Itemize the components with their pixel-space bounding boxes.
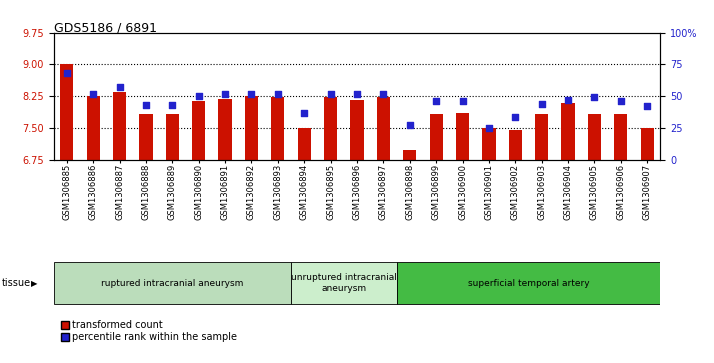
Point [325, 91, 336, 97]
Text: transformed count: transformed count [72, 319, 163, 330]
Bar [508, 130, 522, 160]
Bar [456, 113, 469, 160]
Bar [166, 114, 179, 160]
Point [246, 91, 257, 97]
Point [457, 98, 468, 104]
Point [510, 114, 521, 119]
Point [61, 70, 72, 76]
Bar [377, 98, 390, 160]
Point [615, 98, 627, 104]
Bar [298, 128, 311, 160]
Bar [588, 114, 601, 160]
Point [431, 98, 442, 104]
Point [563, 97, 574, 103]
Point [589, 95, 600, 101]
Point [483, 125, 495, 131]
Bar [396, 262, 660, 304]
Point [272, 91, 283, 97]
Bar [535, 114, 548, 160]
Text: ruptured intracranial aneurysm: ruptured intracranial aneurysm [101, 279, 243, 287]
Bar [54, 262, 291, 304]
Point [140, 102, 151, 108]
Text: tissue: tissue [1, 278, 31, 288]
Text: percentile rank within the sample: percentile rank within the sample [72, 332, 237, 342]
Bar [640, 128, 654, 160]
Point [298, 110, 310, 116]
Point [114, 84, 125, 90]
Bar [561, 103, 575, 160]
Text: superficial temporal artery: superficial temporal artery [468, 279, 589, 287]
Bar [271, 98, 284, 160]
Point [404, 122, 416, 128]
Point [536, 101, 548, 107]
Point [351, 91, 363, 97]
Bar [291, 262, 396, 304]
Bar [86, 96, 100, 160]
Point [642, 103, 653, 109]
Bar [483, 128, 496, 160]
Point [378, 91, 389, 97]
Bar [113, 92, 126, 160]
Bar [324, 98, 337, 160]
Text: GDS5186 / 6891: GDS5186 / 6891 [54, 22, 156, 35]
Bar [351, 101, 363, 160]
Bar [192, 101, 206, 160]
Point [87, 91, 99, 97]
Point [193, 93, 204, 99]
Bar [430, 114, 443, 160]
Bar [218, 99, 231, 160]
Text: unruptured intracranial
aneurysm: unruptured intracranial aneurysm [291, 273, 397, 293]
Point [219, 91, 231, 97]
Text: ▶: ▶ [31, 279, 37, 287]
Bar [614, 114, 628, 160]
Bar [245, 96, 258, 160]
Bar [60, 65, 74, 160]
Point [166, 102, 178, 108]
Bar [403, 150, 416, 160]
Bar [139, 114, 153, 160]
